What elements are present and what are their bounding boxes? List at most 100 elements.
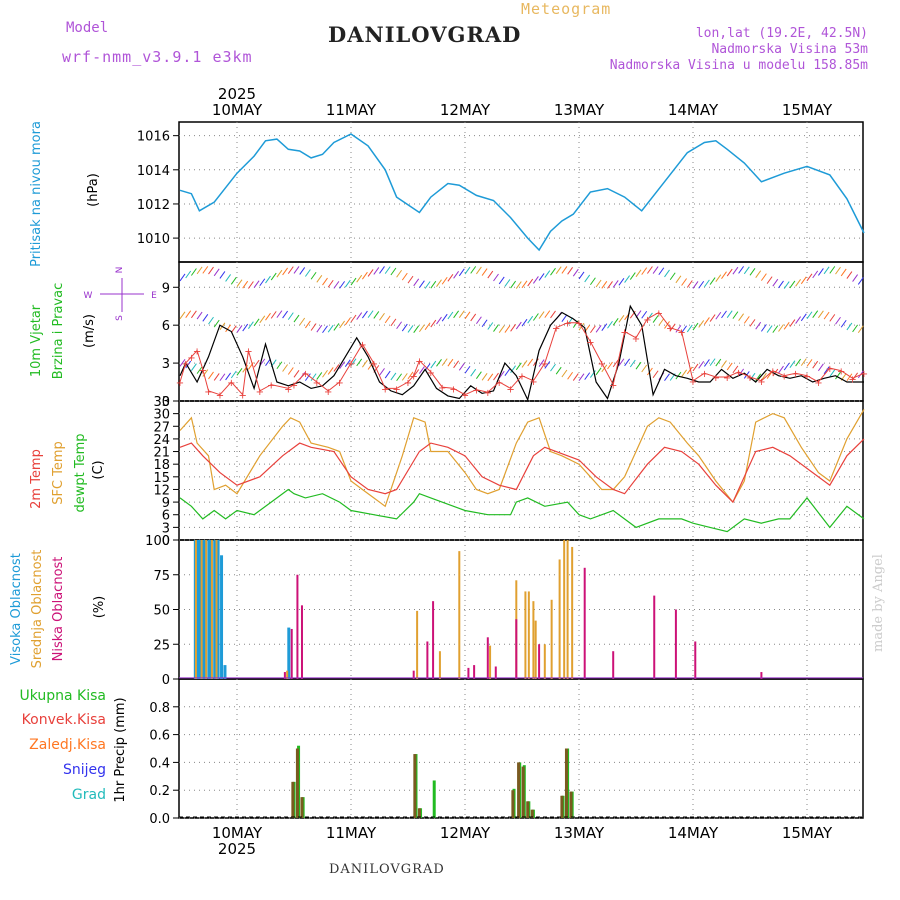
wind-barb	[373, 311, 380, 319]
cloud-bar	[467, 667, 470, 679]
wind-barb	[823, 311, 830, 320]
gust-marker: +	[392, 384, 400, 395]
wind-barb	[561, 314, 568, 323]
wind-barb	[686, 366, 693, 375]
wind-barb	[293, 370, 300, 378]
precip-bar	[417, 808, 421, 818]
y-tick-label: 100	[145, 534, 170, 549]
wind-barb	[493, 273, 499, 282]
gust-marker: +	[791, 369, 799, 380]
wind-barb	[521, 318, 528, 327]
gust-marker: +	[335, 378, 343, 389]
gust-marker: +	[632, 334, 640, 345]
compass-west: W	[84, 291, 93, 301]
top-date-label: 14MAY	[668, 101, 719, 119]
y-tick-label: 0	[162, 395, 170, 410]
mid-cloud-title: Srednja Oblacnost	[30, 550, 45, 669]
wind-barb	[692, 322, 699, 331]
wind-barb	[589, 370, 596, 378]
wind-barb	[247, 281, 254, 289]
wind-barb	[726, 362, 733, 371]
wind-barb	[270, 311, 277, 319]
wind-barb	[561, 369, 568, 378]
wind-barb	[641, 364, 648, 373]
wind-barb	[601, 281, 608, 289]
cloud-bar	[550, 599, 553, 679]
wind-barb	[852, 372, 859, 381]
cloud-bar	[563, 540, 566, 679]
wind-barb	[755, 270, 762, 279]
cloud-bar	[524, 591, 527, 679]
wind-barb	[458, 363, 465, 371]
wind-barb	[852, 274, 859, 282]
cloud-bar	[558, 559, 561, 679]
cloud-bar	[216, 540, 220, 679]
cloud-bar	[201, 540, 205, 679]
wind-barb	[806, 273, 813, 282]
pressure-axis-title: Pritisak na nivou mora	[29, 121, 44, 267]
top-date-label: 12MAY	[440, 101, 491, 119]
cloud-bar	[432, 601, 435, 679]
wind-barb	[333, 323, 340, 331]
wind-barb	[607, 320, 613, 329]
gust-marker: +	[586, 338, 594, 349]
cloud-bar	[220, 555, 224, 679]
wind-barb	[384, 266, 391, 274]
precip-bar	[511, 790, 515, 818]
wind-barb	[327, 324, 334, 333]
y-tick-label: 18	[153, 458, 170, 473]
wind-barb	[407, 275, 414, 284]
gust-marker: +	[267, 381, 275, 392]
wind-barb	[333, 364, 340, 372]
wind-barb	[242, 280, 249, 289]
wind-barb	[464, 266, 471, 275]
wind-barb	[379, 266, 385, 274]
wind-barb	[356, 312, 363, 320]
wind-barb	[629, 272, 636, 280]
y-tick-label: 1010	[137, 232, 170, 247]
wind-barb	[401, 323, 408, 332]
precip-legend-item: Konvek.Kisa	[22, 712, 106, 728]
wind-barb	[225, 274, 232, 282]
wind-barb	[550, 363, 556, 372]
wind-barb	[196, 266, 203, 275]
gust-marker: +	[410, 372, 418, 383]
wind-barb	[715, 274, 722, 282]
precip-bar	[517, 762, 521, 818]
cloud-bar	[296, 574, 299, 679]
gust-marker: +	[814, 378, 822, 389]
wind-barb	[800, 276, 807, 285]
wind-barb	[538, 359, 545, 367]
wind-barb	[578, 373, 585, 381]
wind-barb	[629, 359, 636, 368]
wind-barb	[835, 371, 841, 380]
wind-barb	[299, 267, 306, 275]
cloud-bar	[612, 651, 615, 679]
y-tick-label: 0.8	[149, 701, 170, 716]
wind-barb	[242, 365, 249, 373]
gust-marker: +	[284, 384, 292, 395]
wind-barb	[681, 325, 688, 334]
wind-barb	[766, 325, 773, 333]
top-date-label: 13MAY	[554, 101, 605, 119]
cloud-bar	[515, 619, 518, 679]
gust-marker: +	[689, 377, 697, 388]
temp-unit: (C)	[91, 460, 106, 479]
wind-barb	[527, 358, 534, 367]
wind-barb	[265, 275, 271, 284]
wind-barb	[709, 358, 716, 366]
y-tick-label: 3	[162, 357, 170, 372]
gust-marker: +	[769, 367, 777, 378]
cloud-bar	[543, 644, 546, 679]
wind-barb	[282, 267, 289, 276]
wind-barb	[664, 373, 670, 382]
precip-bar	[300, 797, 304, 818]
wind-barb	[555, 366, 562, 375]
bottom-date-label: 12MAY	[440, 824, 491, 842]
gust-marker: +	[860, 369, 868, 380]
wind-barb	[379, 312, 385, 321]
y-tick-label: 3	[162, 521, 170, 536]
wind-barb	[652, 315, 659, 323]
gust-marker: +	[757, 377, 765, 388]
wind-barb	[857, 325, 864, 334]
